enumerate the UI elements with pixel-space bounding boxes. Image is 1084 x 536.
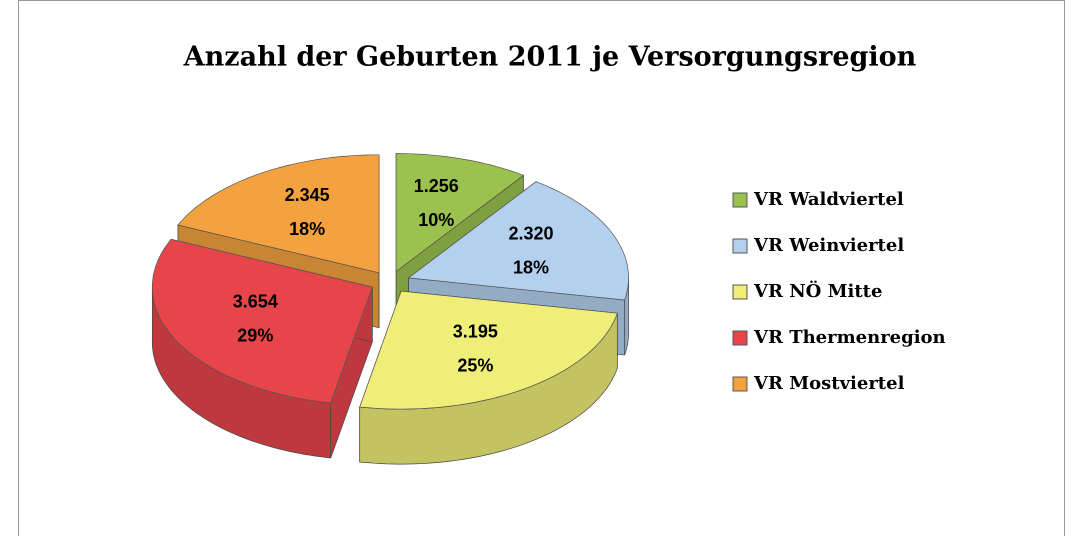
percent-label: 10% — [418, 210, 454, 230]
value-label: 1.256 — [414, 176, 459, 196]
legend-swatch — [732, 376, 748, 392]
legend-label: VR NÖ Mitte — [753, 279, 882, 302]
legend-swatch — [732, 330, 748, 346]
legend-label: VR Weinviertel — [753, 235, 904, 256]
slice-top — [407, 181, 629, 301]
percent-label: 18% — [513, 257, 549, 277]
legend-swatch — [732, 284, 748, 300]
value-label: 3.654 — [233, 292, 278, 312]
legend-label: VR Mostviertel — [753, 373, 905, 394]
slice-top — [359, 290, 618, 410]
percent-label: 18% — [289, 219, 325, 239]
slice-top — [177, 154, 380, 274]
slice-top — [395, 153, 525, 273]
value-label: 2.345 — [285, 185, 330, 205]
value-label: 3.195 — [453, 321, 498, 341]
slice-top — [151, 238, 373, 404]
value-label: 2.320 — [509, 223, 554, 243]
legend-swatch — [732, 192, 748, 208]
chart-title: Anzahl der Geburten 2011 je Versorgungsr… — [183, 42, 917, 73]
legend-swatch — [732, 238, 748, 254]
percent-label: 25% — [457, 355, 493, 375]
legend-label: VR Waldviertel — [753, 189, 904, 210]
legend-label: VR Thermenregion — [753, 327, 946, 348]
percent-label: 29% — [237, 326, 273, 346]
